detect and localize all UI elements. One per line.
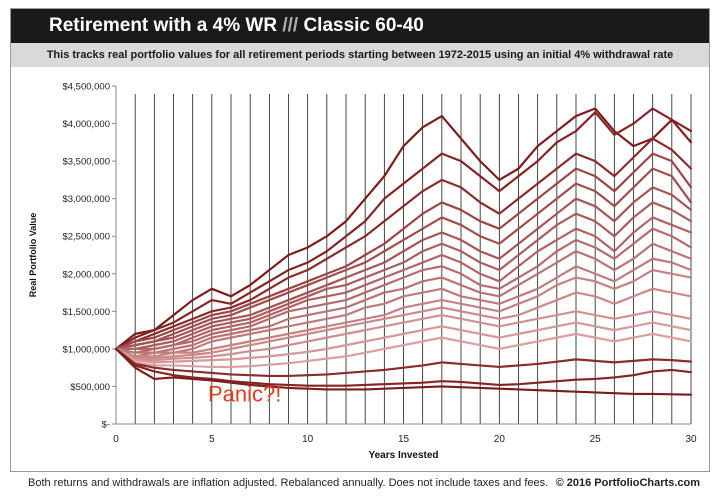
x-tick-label: 20 bbox=[494, 434, 506, 445]
y-tick-label: $4,000,000 bbox=[62, 119, 110, 130]
x-tick-label: 15 bbox=[398, 434, 410, 445]
series-line bbox=[114, 137, 693, 350]
series-line bbox=[114, 107, 693, 350]
y-tick-label: $500,000 bbox=[70, 382, 110, 393]
y-tick-label: $3,000,000 bbox=[62, 194, 110, 205]
series-line bbox=[114, 107, 693, 350]
panic-annotation: Panic?! bbox=[208, 381, 281, 406]
x-tick-label: 25 bbox=[590, 434, 602, 445]
series-line bbox=[114, 321, 693, 364]
footer-note: Both returns and withdrawals are inflati… bbox=[28, 477, 549, 489]
chart-frame: Retirement with a 4% WR /// Classic 60-4… bbox=[10, 8, 710, 472]
x-tick-label: 30 bbox=[685, 434, 697, 445]
y-tick-label: $4,500,000 bbox=[62, 82, 110, 93]
chart-title: Retirement with a 4% WR /// Classic 60-4… bbox=[11, 9, 709, 43]
x-tick-label: 5 bbox=[209, 434, 215, 445]
title-slashes: /// bbox=[282, 15, 299, 36]
x-tick-label: 10 bbox=[302, 434, 314, 445]
chart-subtitle: This tracks real portfolio values for al… bbox=[11, 43, 709, 67]
y-tick-label: $3,500,000 bbox=[62, 157, 110, 168]
series-line bbox=[114, 216, 693, 350]
y-axis-title: Real Portfolio Value bbox=[28, 213, 38, 298]
y-tick-label: $2,500,000 bbox=[62, 232, 110, 243]
title-main: Retirement with a 4% WR bbox=[49, 15, 278, 36]
series-line bbox=[114, 347, 693, 387]
series-line bbox=[114, 347, 693, 396]
series-line bbox=[114, 201, 693, 350]
footer: Both returns and withdrawals are inflati… bbox=[28, 477, 710, 489]
series-line bbox=[114, 152, 693, 350]
x-axis-title: Years Invested bbox=[368, 450, 438, 461]
series-line bbox=[114, 227, 693, 354]
title-portfolio: Classic 60-40 bbox=[303, 15, 424, 36]
y-tick-label: $1,000,000 bbox=[62, 344, 110, 355]
series-line bbox=[114, 186, 693, 350]
series-line bbox=[114, 310, 693, 362]
series-line bbox=[114, 332, 693, 369]
series-line bbox=[114, 257, 693, 358]
series-line bbox=[114, 268, 693, 358]
y-tick-label: $- bbox=[102, 420, 110, 431]
series-line bbox=[114, 287, 693, 360]
footer-copyright: © 2016 PortfolioCharts.com bbox=[555, 477, 700, 489]
x-tick-label: 0 bbox=[113, 434, 119, 445]
series-line bbox=[114, 347, 693, 378]
series-line bbox=[114, 167, 693, 350]
y-tick-label: $2,000,000 bbox=[62, 269, 110, 280]
y-tick-label: $1,500,000 bbox=[62, 307, 110, 318]
series-line bbox=[114, 242, 693, 354]
